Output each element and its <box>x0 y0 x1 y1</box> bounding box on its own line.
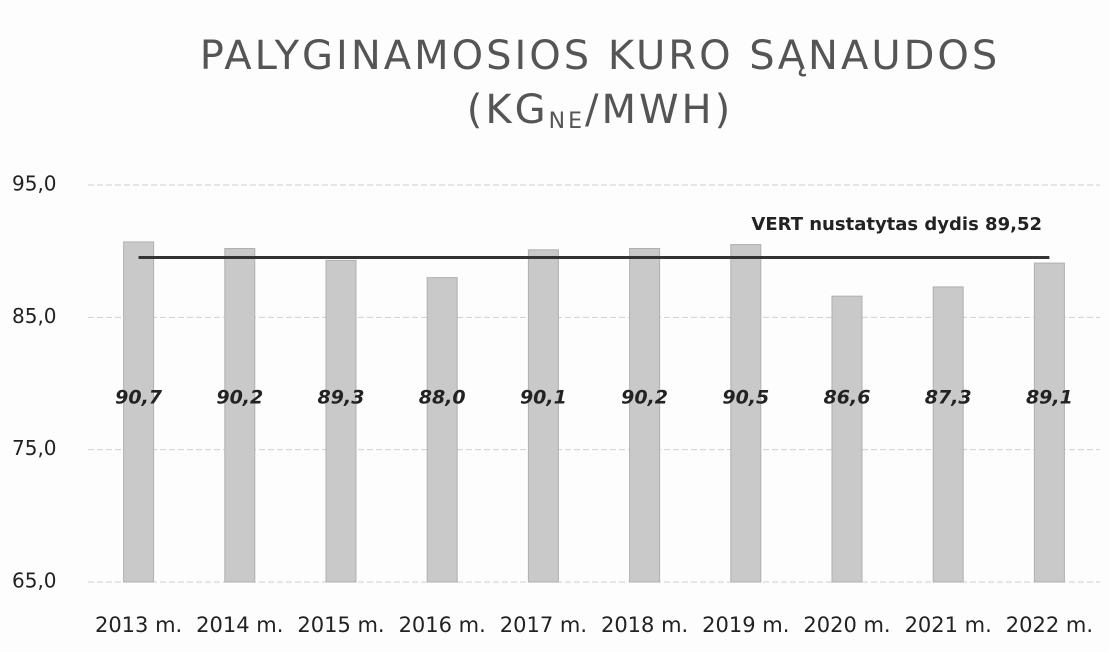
y-tick-label: 65,0 <box>12 569 57 593</box>
bar <box>629 248 661 583</box>
data-label: 89,1 <box>1026 387 1073 409</box>
data-label: 86,6 <box>824 387 871 409</box>
data-label: 88,0 <box>419 387 466 409</box>
data-label: 90,5 <box>722 387 769 409</box>
data-label: 90,7 <box>115 387 163 409</box>
reference-label: VERT nustatytas dydis 89,52 <box>751 214 1042 235</box>
bar <box>224 248 256 583</box>
chart-unit: (KGNE/MWH) <box>467 87 733 134</box>
bar <box>831 295 863 583</box>
y-tick-label: 95,0 <box>12 172 57 196</box>
x-tick-label: 2014 m. <box>196 613 283 637</box>
data-label: 90,2 <box>216 387 263 409</box>
bar <box>426 277 458 583</box>
y-tick-label: 75,0 <box>12 436 57 460</box>
bar <box>730 244 762 583</box>
bar <box>932 286 964 583</box>
x-tick-label: 2015 m. <box>297 613 384 637</box>
x-tick-label: 2020 m. <box>803 613 890 637</box>
x-tick-label: 2016 m. <box>399 613 486 637</box>
data-label: 90,1 <box>520 387 567 409</box>
x-tick-label: 2022 m. <box>1006 613 1093 637</box>
bar <box>123 241 155 583</box>
bar <box>527 249 559 583</box>
y-tick-label: 85,0 <box>12 304 57 328</box>
data-label: 90,2 <box>621 387 668 409</box>
x-tick-label: 2018 m. <box>601 613 688 637</box>
x-tick-label: 2021 m. <box>905 613 992 637</box>
unit-sub: NE <box>549 109 585 134</box>
data-label: 87,3 <box>925 387 972 409</box>
unit-base: (KG <box>467 87 549 133</box>
chart-title: PALYGINAMOSIOS KURO SĄNAUDOS <box>200 33 1001 79</box>
x-tick-label: 2019 m. <box>702 613 789 637</box>
x-tick-label: 2013 m. <box>95 613 182 637</box>
x-tick-label: 2017 m. <box>500 613 587 637</box>
bar <box>1033 262 1065 583</box>
unit-rest: /MWH) <box>585 87 733 133</box>
data-label: 89,3 <box>318 387 365 409</box>
bar <box>325 259 357 583</box>
